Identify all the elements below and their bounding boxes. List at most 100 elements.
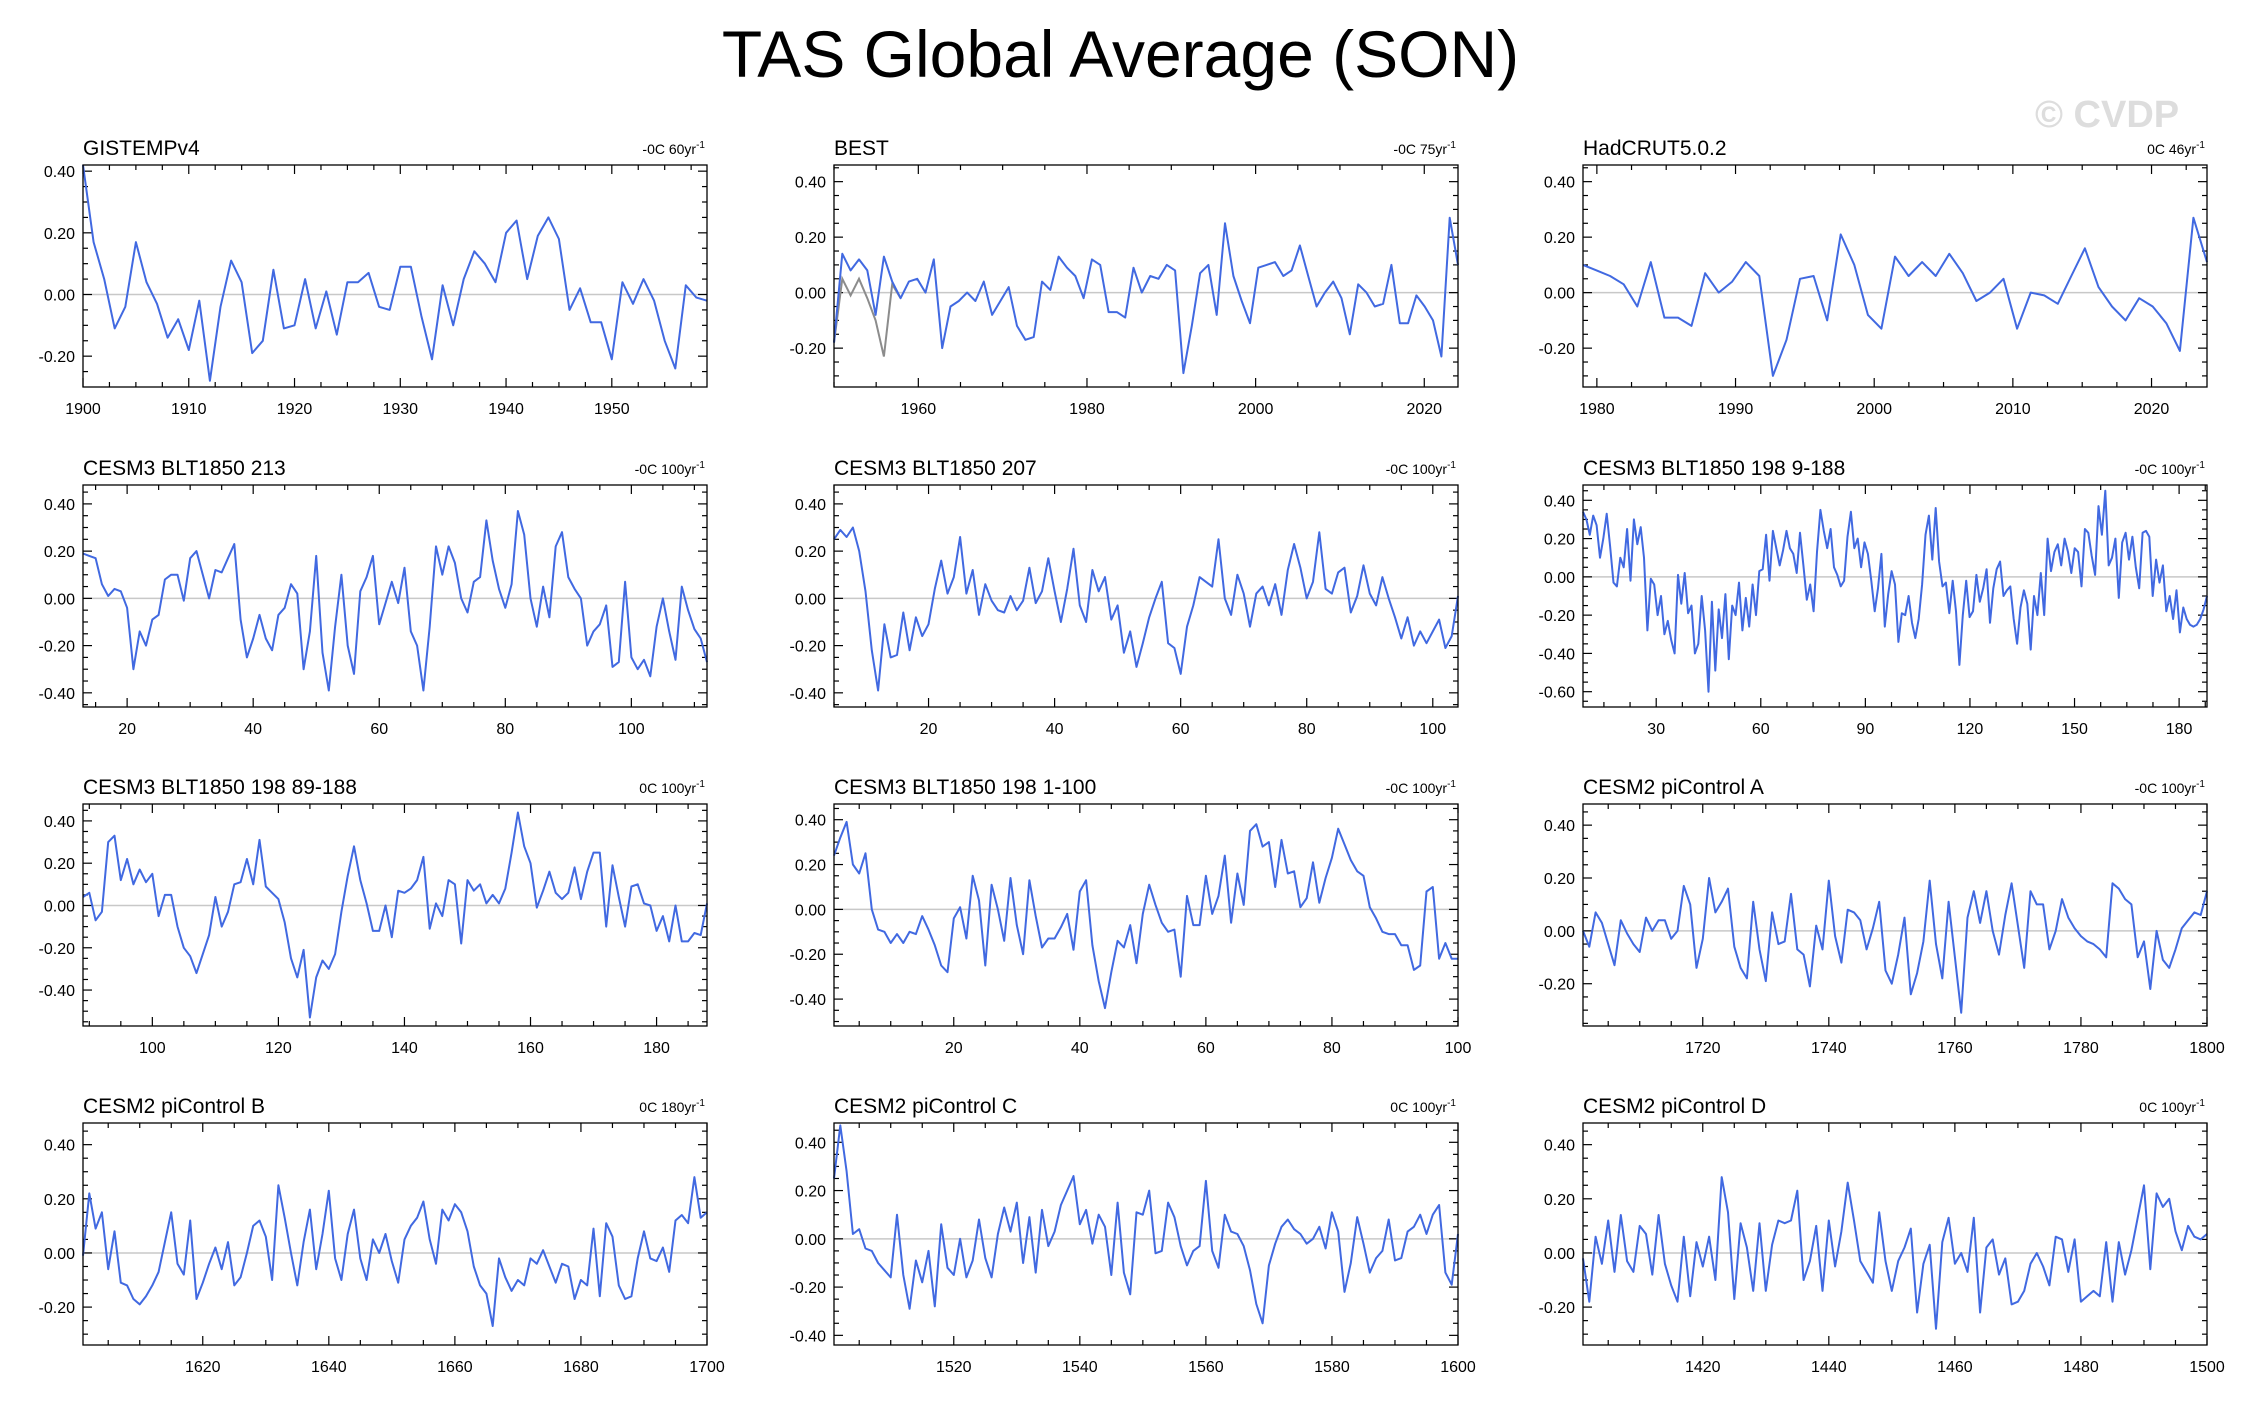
x-tick-label: 1600 (1440, 1359, 1476, 1376)
x-tick-label: 150 (2061, 721, 2088, 738)
panel-trend-label: -0C 75yr-1 (1393, 140, 1456, 157)
series-line (1582, 877, 2208, 1014)
y-tick-label: 0.20 (1544, 871, 1575, 888)
x-tick-label: 1500 (2189, 1359, 2225, 1376)
x-tick-label: 2020 (2134, 401, 2170, 418)
x-tick-label: 1940 (488, 401, 524, 418)
series-line (1582, 489, 2208, 693)
panel-title: CESM2 piControl D (1583, 1095, 1766, 1118)
y-tick-label: 0.40 (795, 497, 826, 514)
y-tick-label: 0.40 (795, 813, 826, 830)
y-tick-label: 0.20 (795, 1184, 826, 1201)
y-tick-label: 0.00 (795, 1232, 826, 1249)
y-tick-label: 0.40 (795, 1135, 826, 1152)
panel-title: GISTEMPv4 (83, 137, 200, 160)
series-line (833, 820, 1458, 1010)
x-tick-label: 1560 (1188, 1359, 1224, 1376)
x-tick-label: 1660 (437, 1359, 473, 1376)
panel-trend-label: 0C 180yr-1 (639, 1098, 705, 1115)
y-tick-label: 0.00 (44, 591, 75, 608)
x-tick-label: 160 (517, 1040, 544, 1057)
plot-frame (82, 484, 708, 708)
x-tick-label: 80 (1298, 721, 1316, 738)
series-line (1582, 216, 2208, 377)
panel-trend-label: -0C 100yr-1 (2135, 779, 2206, 796)
y-tick-label: 0.20 (795, 230, 826, 247)
x-tick-label: 1720 (1685, 1040, 1721, 1057)
y-tick-label: -0.40 (1539, 646, 1576, 663)
y-tick-label: 0.20 (44, 856, 75, 873)
x-tick-label: 1780 (2063, 1040, 2099, 1057)
y-tick-label: 0.00 (44, 288, 75, 305)
y-tick-label: -0.20 (39, 639, 76, 656)
x-tick-label: 80 (496, 721, 514, 738)
x-tick-label: 1700 (689, 1359, 725, 1376)
plot-frame (1582, 164, 2208, 388)
x-tick-label: 1740 (1811, 1040, 1847, 1057)
x-tick-label: 1680 (563, 1359, 599, 1376)
x-tick-label: 1910 (171, 401, 207, 418)
y-tick-label: 0.00 (1544, 570, 1575, 587)
y-tick-label: 0.00 (795, 902, 826, 919)
y-tick-label: 0.00 (1544, 924, 1575, 941)
series-line (82, 1176, 708, 1327)
x-tick-label: 1980 (1579, 401, 1615, 418)
y-tick-label: -0.20 (790, 1280, 827, 1297)
panel-trend-label: 0C 46yr-1 (2147, 140, 2205, 157)
y-tick-label: 0.20 (44, 1192, 75, 1209)
x-tick-label: 1900 (65, 401, 101, 418)
y-tick-label: -0.20 (790, 947, 827, 964)
panel-title: BEST (834, 137, 889, 160)
panel-trend-label: -0C 100yr-1 (635, 460, 706, 477)
panel-trend-exponent: -1 (1447, 140, 1456, 151)
x-tick-label: 1760 (1937, 1040, 1973, 1057)
x-tick-label: 1960 (901, 401, 937, 418)
x-tick-label: 140 (391, 1040, 418, 1057)
x-tick-label: 60 (1172, 721, 1190, 738)
y-tick-label: -0.20 (39, 941, 76, 958)
x-tick-label: 60 (370, 721, 388, 738)
x-tick-label: 1440 (1811, 1359, 1847, 1376)
y-tick-label: 0.00 (795, 591, 826, 608)
series-line (82, 164, 708, 382)
y-tick-label: -0.20 (790, 341, 827, 358)
series-line (833, 216, 1459, 375)
x-tick-label: 2000 (1238, 401, 1274, 418)
x-tick-label: 80 (1323, 1040, 1341, 1057)
panel-title: CESM2 piControl A (1583, 776, 1764, 799)
x-tick-label: 1520 (936, 1359, 972, 1376)
panel-trend-exponent: -1 (2196, 1098, 2205, 1109)
y-tick-label: 0.40 (44, 1138, 75, 1155)
panel-trend-label: 0C 100yr-1 (2139, 1098, 2205, 1115)
y-tick-label: 0.40 (1544, 493, 1575, 510)
y-tick-label: 0.20 (44, 226, 75, 243)
y-tick-label: 0.00 (44, 898, 75, 915)
chart-panel-7: CESM3 BLT1850 198 89-188 0C 100yr-1 0.40 0.… (39, 776, 708, 1057)
chart-panel-11: CESM2 piControl C 0C 100yr-1 0.40 0.20 0.00 -… (790, 1095, 1476, 1376)
y-tick-label: 0.40 (44, 814, 75, 831)
panel-title: CESM2 piControl B (83, 1095, 265, 1118)
y-tick-label: 0.20 (1544, 230, 1575, 247)
x-tick-label: 1540 (1062, 1359, 1098, 1376)
panel-title: HadCRUT5.0.2 (1583, 137, 1727, 160)
panel-trend-exponent: -1 (696, 460, 705, 471)
plot-frame (833, 803, 1459, 1027)
plot-frame (82, 1122, 708, 1346)
y-tick-label: 0.40 (1544, 818, 1575, 835)
cvdp-watermark: © CVDP (2035, 94, 2180, 136)
panel-title: CESM3 BLT1850 213 (83, 457, 286, 480)
panel-trend-exponent: -1 (1447, 779, 1456, 790)
panel-title: CESM3 BLT1850 207 (834, 457, 1037, 480)
x-tick-label: 180 (643, 1040, 670, 1057)
plot-frame (833, 1122, 1459, 1346)
y-tick-label: -0.20 (1539, 608, 1576, 625)
panel-title: CESM3 BLT1850 198 1-100 (834, 776, 1096, 799)
x-tick-label: 1580 (1314, 1359, 1350, 1376)
x-tick-label: 1950 (594, 401, 630, 418)
x-tick-label: 1620 (185, 1359, 221, 1376)
x-tick-label: 40 (1046, 721, 1064, 738)
plot-frame (1582, 1122, 2208, 1346)
x-tick-label: 40 (244, 721, 262, 738)
x-tick-label: 180 (2166, 721, 2193, 738)
x-tick-label: 40 (1071, 1040, 1089, 1057)
